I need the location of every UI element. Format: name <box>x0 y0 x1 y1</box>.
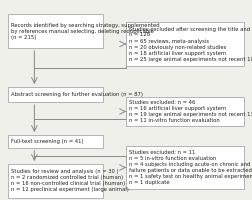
FancyBboxPatch shape <box>8 135 103 148</box>
FancyBboxPatch shape <box>126 97 244 126</box>
Text: Studies for review and analysis (n = 30 )
n = 2 randomized controlled trial (hum: Studies for review and analysis (n = 30 … <box>11 170 129 192</box>
Text: Abstract screening for further evaluation (n = 87): Abstract screening for further evaluatio… <box>11 92 143 97</box>
FancyBboxPatch shape <box>8 87 103 102</box>
FancyBboxPatch shape <box>8 164 103 198</box>
Text: Studies excluded: n = 46
n = 16 artificial liver support system
n = 19 large ani: Studies excluded: n = 46 n = 16 artifici… <box>129 100 252 123</box>
Text: Studies excluded after screening the title and keywords:
n = 128
n = 65 reviews,: Studies excluded after screening the tit… <box>129 26 252 62</box>
Text: Records identified by searching strategy, supplemented
by references manual sele: Records identified by searching strategy… <box>11 22 159 40</box>
FancyBboxPatch shape <box>8 14 103 48</box>
FancyBboxPatch shape <box>126 22 244 66</box>
Text: Full-text screening (n = 41): Full-text screening (n = 41) <box>11 139 83 144</box>
Text: Studies excluded: n = 11
n = 5 in-vitro function evaluation
n = 4 subjects inclu: Studies excluded: n = 11 n = 5 in-vitro … <box>129 150 252 185</box>
FancyBboxPatch shape <box>126 146 244 189</box>
